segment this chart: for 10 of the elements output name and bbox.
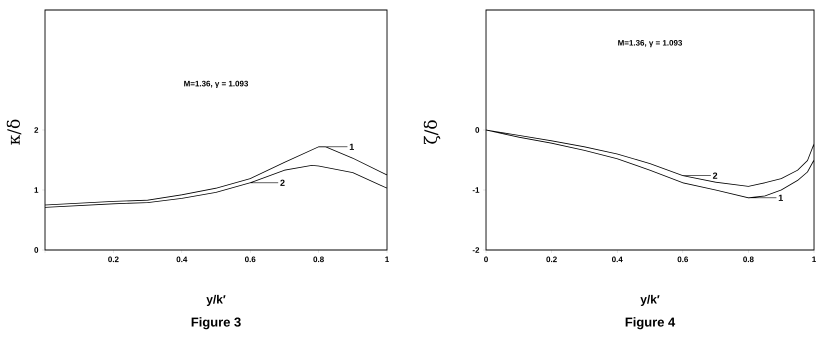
legend-label: 1 <box>350 144 354 150</box>
y-axis-title: κ/δ <box>6 120 22 145</box>
text: Figure 4 <box>626 317 676 330</box>
x-axis-title: y/k′ <box>640 294 660 306</box>
legend-label: 1 <box>778 194 783 201</box>
legend-label: 2 <box>712 172 718 179</box>
y-axis-title: ζ/δ <box>424 120 440 144</box>
x-axis-title: y/k′ <box>206 294 226 306</box>
text: Figure 3 <box>192 317 241 330</box>
legend-label: 2 <box>280 180 285 186</box>
